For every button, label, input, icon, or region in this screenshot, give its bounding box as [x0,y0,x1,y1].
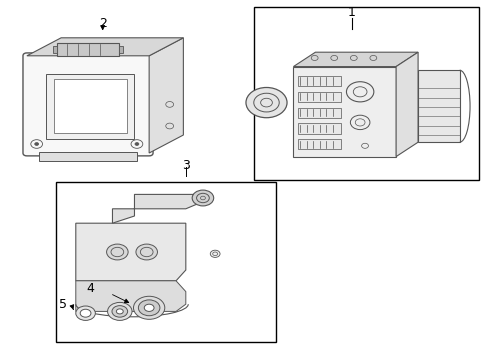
FancyBboxPatch shape [23,53,153,156]
Circle shape [245,87,286,118]
Bar [298,92,341,102]
Circle shape [106,244,128,260]
Polygon shape [76,223,185,281]
Bar [46,74,134,139]
Bar [39,152,137,161]
Bar [298,123,341,134]
Bar [118,46,123,53]
Polygon shape [149,38,183,153]
Polygon shape [76,281,185,311]
Circle shape [35,143,39,145]
Circle shape [210,250,220,257]
Polygon shape [27,38,183,56]
Bar [53,46,58,53]
Circle shape [144,304,154,311]
Bar [298,139,341,149]
Circle shape [112,306,127,317]
Circle shape [192,190,213,206]
Text: 1: 1 [347,6,355,19]
Bar [58,43,118,56]
Circle shape [133,296,164,319]
Polygon shape [293,67,395,157]
Circle shape [136,244,157,260]
Text: 4: 4 [86,282,94,294]
Polygon shape [395,52,417,157]
Bar [417,70,459,142]
Bar [56,182,276,342]
Circle shape [80,309,91,317]
Bar [298,108,341,118]
Polygon shape [293,52,417,67]
Text: 3: 3 [182,159,189,172]
Bar [254,7,478,180]
Text: 5: 5 [59,298,66,311]
Bar [298,76,341,86]
Polygon shape [112,194,203,223]
Circle shape [107,302,132,320]
Text: 2: 2 [99,17,106,30]
Circle shape [135,143,139,145]
Bar [54,79,127,133]
Circle shape [116,309,123,314]
Circle shape [138,300,160,316]
Circle shape [76,306,95,320]
